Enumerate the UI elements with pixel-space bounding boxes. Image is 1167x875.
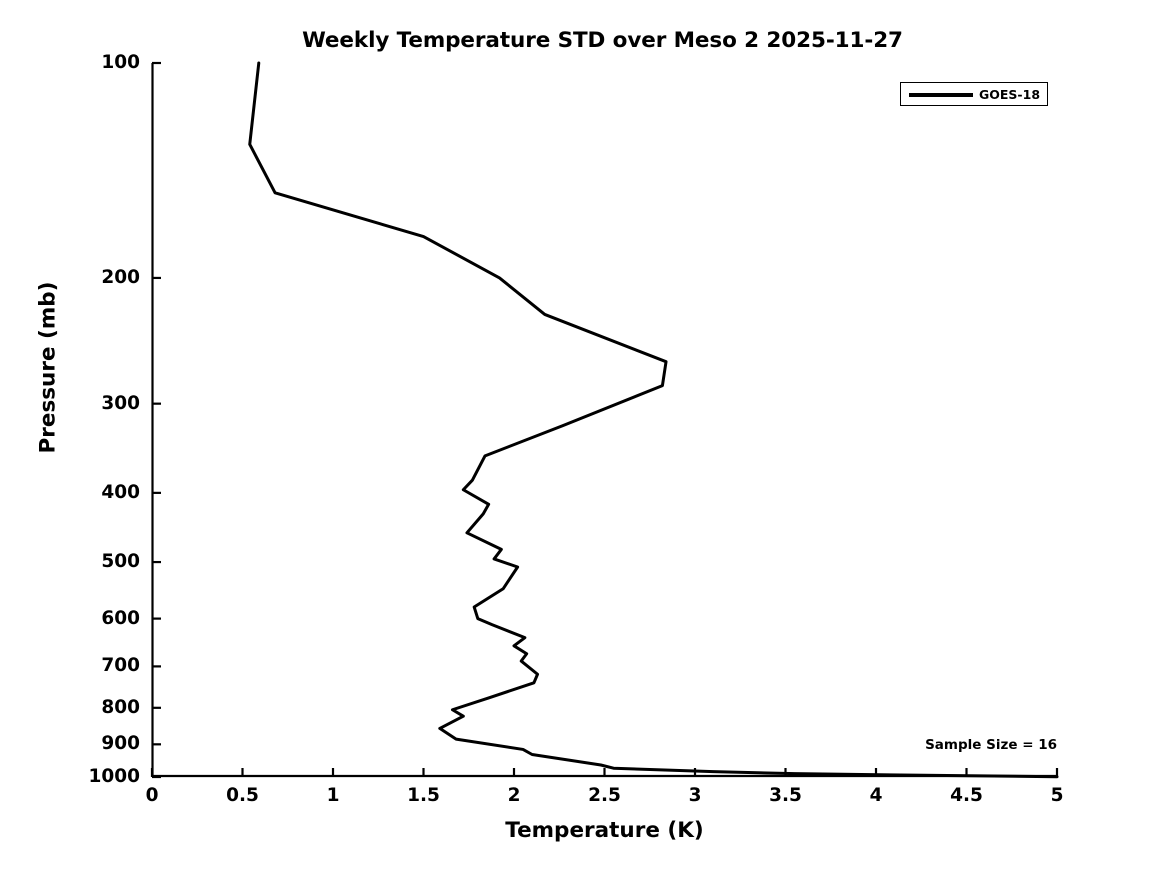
x-tick-label: 2: [507, 785, 521, 806]
x-tick-label: 0.5: [226, 785, 259, 806]
legend-entry-label: GOES-18: [979, 87, 1041, 102]
sample-size-annotation: Sample Size = 16: [925, 737, 1057, 753]
x-tick-label: 4: [869, 785, 883, 806]
x-tick-label: 5: [1050, 785, 1064, 806]
y-tick-label: 800: [101, 696, 140, 718]
x-axis-label: Temperature (K): [505, 818, 704, 843]
y-tick-label: 400: [101, 481, 140, 503]
y-tick-label: 500: [101, 551, 140, 573]
x-tick-label: 1: [326, 785, 340, 806]
x-tick-label: 4.5: [950, 785, 983, 806]
y-tick-label: 600: [101, 607, 140, 629]
x-tick-label: 3: [688, 785, 702, 806]
y-axis-label: Pressure (mb): [35, 281, 61, 454]
axes-spines: [151, 63, 1057, 778]
legend-line-swatch: [909, 93, 973, 97]
y-tick-label: 300: [101, 392, 140, 414]
x-tick-label: 1.5: [407, 785, 440, 806]
legend: GOES-18: [900, 82, 1048, 106]
x-tick-label: 2.5: [588, 785, 621, 806]
x-tick-label: 0: [145, 785, 159, 806]
y-tick-label: 700: [101, 655, 140, 677]
chart-title: Weekly Temperature STD over Meso 2 2025-…: [302, 28, 903, 53]
data-series-group: [248, 61, 1059, 779]
series-line-goes-18: [248, 61, 1059, 779]
y-tick-label: 1000: [88, 766, 141, 787]
x-tick-label: 3.5: [769, 785, 802, 806]
y-axis-ticks: [152, 61, 161, 779]
y-tick-label: 900: [101, 733, 140, 755]
y-tick-label: 100: [101, 52, 140, 73]
y-tick-label: 200: [101, 266, 140, 288]
